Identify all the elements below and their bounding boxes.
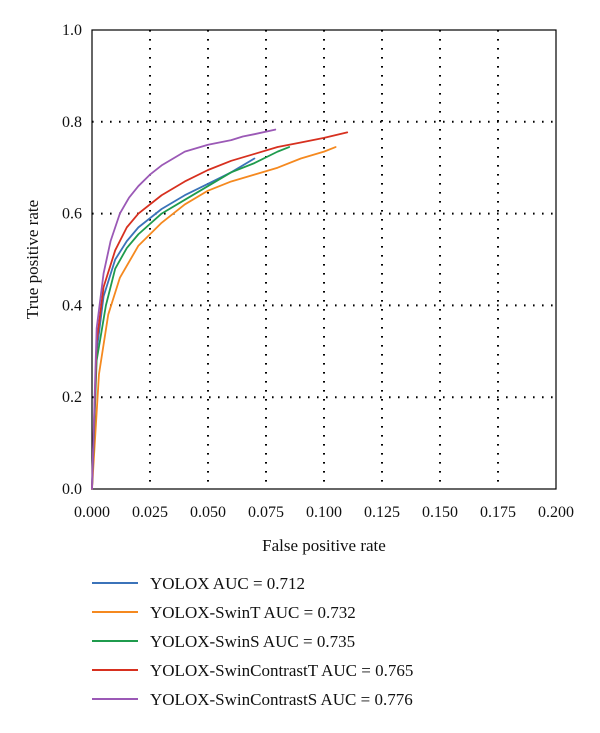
roc-curve-3 [91,146,291,490]
roc-curve-5 [91,128,277,490]
roc-curve-2 [91,146,337,490]
x-tick-label: 0.125 [364,504,400,521]
tick-labels: 0.000 0.025 0.050 0.075 0.100 0.125 0.150 0.175… [62,22,574,521]
y-tick-label: 0.8 [62,114,82,131]
y-tick-label: 1.0 [62,22,82,39]
y-tick-label: 0.2 [62,389,82,406]
y-tick-label: 0.0 [62,481,82,498]
x-tick-label: 0.150 [422,504,458,521]
x-axis-title: False positive rate [262,536,386,555]
roc-curves [91,128,349,490]
x-tick-label: 0.100 [306,504,342,521]
x-tick-label: 0.075 [248,504,284,521]
x-tick-label: 0.050 [190,504,226,521]
legend-label: YOLOX-SwinS AUC = 0.735 [150,632,355,651]
x-tick-label: 0.025 [132,504,168,521]
legend-label: YOLOX-SwinContrastT AUC = 0.765 [150,661,413,680]
x-tick-label: 0.175 [480,504,516,521]
y-axis-title: True positive rate [23,200,42,319]
y-tick-label: 0.4 [62,297,82,314]
legend: YOLOX AUC = 0.712 YOLOX-SwinT AUC = 0.732… [92,574,413,709]
grid-lines [92,30,556,489]
x-tick-label: 0.000 [74,504,110,521]
plot-frame [91,29,557,490]
x-tick-label: 0.200 [538,504,574,521]
roc-curve-4 [91,131,349,490]
roc-curve-1 [91,157,256,490]
legend-label: YOLOX-SwinT AUC = 0.732 [150,603,356,622]
legend-label: YOLOX-SwinContrastS AUC = 0.776 [150,690,413,709]
y-tick-label: 0.6 [62,206,82,223]
legend-label: YOLOX AUC = 0.712 [150,574,305,593]
